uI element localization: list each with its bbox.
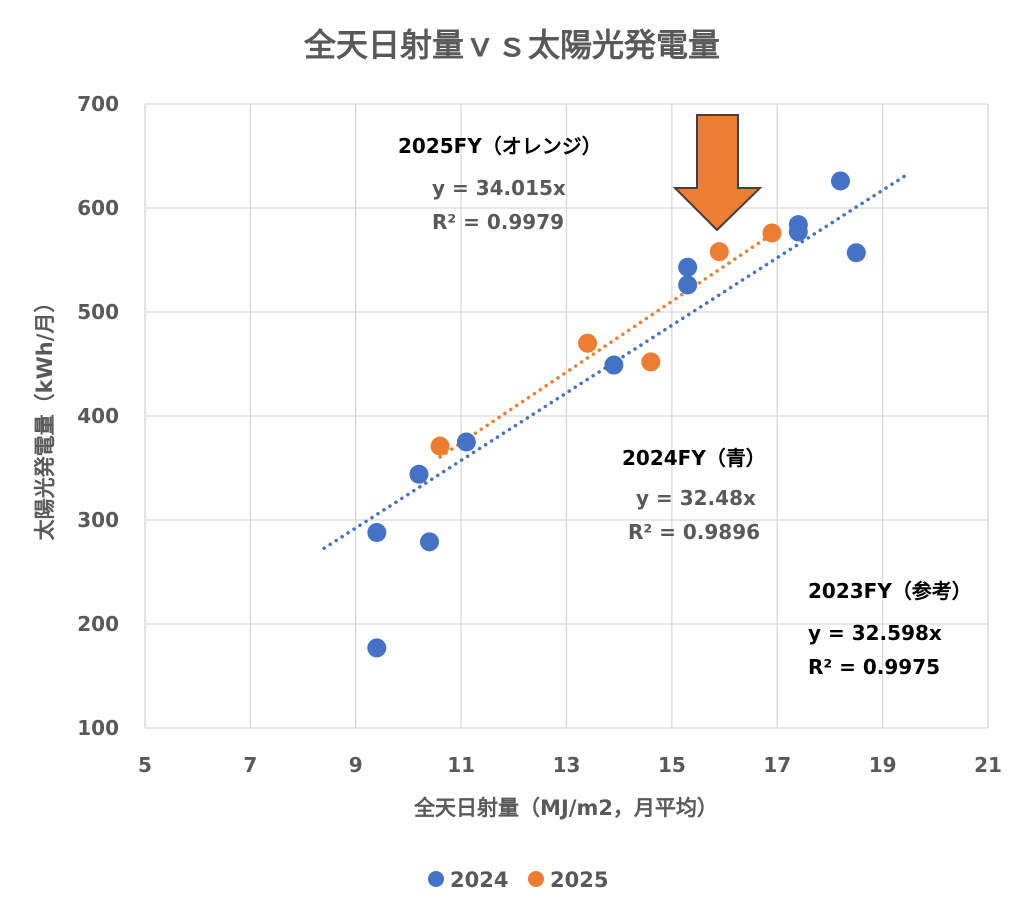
legend-marker-2024 xyxy=(428,871,444,887)
data-point-2024 xyxy=(367,638,387,658)
data-point-2024 xyxy=(409,464,429,484)
tick-labels: 5 7 9 11 13 15 17 19 21 100 200 300 400 500 600 700 xyxy=(77,92,1002,777)
data-point-2024 xyxy=(678,257,698,277)
data-point-2024 xyxy=(678,275,698,295)
legend-item-2024: 2024 xyxy=(428,868,508,892)
data-point-2025 xyxy=(578,333,598,353)
annotation-2023-r2: R² = 0.9975 xyxy=(808,655,940,679)
x-tick-label: 17 xyxy=(763,753,791,777)
data-point-2024 xyxy=(420,532,440,552)
annotation-2025: 2025FY（オレンジ） y = 34.015x R² = 0.9979 xyxy=(398,134,602,234)
data-point-2024 xyxy=(788,215,808,235)
data-point-2024 xyxy=(830,171,850,191)
annotation-2025-equation: y = 34.015x xyxy=(432,176,566,200)
legend-item-2025: 2025 xyxy=(528,868,608,892)
data-point-2024 xyxy=(456,432,476,452)
x-tick-label: 15 xyxy=(658,753,686,777)
y-tick-label: 200 xyxy=(77,612,119,636)
data-points xyxy=(367,171,866,658)
annotation-2025-r2: R² = 0.9979 xyxy=(432,210,564,234)
annotation-2023-equation: y = 32.598x xyxy=(808,621,942,645)
annotation-2023: 2023FY（参考） y = 32.598x R² = 0.9975 xyxy=(808,579,972,679)
chart-title: 全天日射量ｖｓ太陽光発電量 xyxy=(303,26,720,64)
y-tick-label: 500 xyxy=(77,300,119,324)
y-tick-label: 100 xyxy=(77,716,119,740)
x-axis-label: 全天日射量（MJ/m2，月平均） xyxy=(413,796,718,820)
annotation-2023-title: 2023FY（参考） xyxy=(808,579,972,603)
data-point-2024 xyxy=(604,355,624,375)
annotation-2025-title: 2025FY（オレンジ） xyxy=(398,134,602,158)
legend-label-2024: 2024 xyxy=(450,868,508,892)
y-tick-label: 600 xyxy=(77,196,119,220)
legend-label-2025: 2025 xyxy=(550,868,608,892)
trendline-2025 xyxy=(438,232,774,459)
annotation-2024-r2: R² = 0.9896 xyxy=(628,520,760,544)
legend: 2024 2025 xyxy=(428,868,608,892)
x-tick-label: 5 xyxy=(138,753,152,777)
data-point-2025 xyxy=(641,352,661,372)
x-tick-label: 13 xyxy=(553,753,581,777)
y-tick-label: 700 xyxy=(77,92,119,116)
x-tick-label: 11 xyxy=(447,753,475,777)
annotation-2024-equation: y = 32.48x xyxy=(636,486,756,510)
data-point-2024 xyxy=(367,522,387,542)
data-point-2025 xyxy=(709,242,729,262)
x-tick-label: 19 xyxy=(869,753,897,777)
annotation-2024: 2024FY（青） y = 32.48x R² = 0.9896 xyxy=(622,446,766,544)
y-tick-label: 400 xyxy=(77,404,119,428)
data-point-2025 xyxy=(762,223,782,243)
y-axis-label: 太陽光発電量（kWh/月） xyxy=(33,292,57,541)
x-tick-label: 7 xyxy=(243,753,257,777)
data-point-2024 xyxy=(846,243,866,263)
annotation-2024-title: 2024FY（青） xyxy=(622,446,766,470)
x-tick-label: 9 xyxy=(349,753,363,777)
y-tick-label: 300 xyxy=(77,508,119,532)
down-arrow-icon xyxy=(672,114,763,232)
data-point-2025 xyxy=(430,436,450,456)
legend-marker-2025 xyxy=(528,871,544,887)
grid-lines xyxy=(144,103,989,729)
x-tick-label: 21 xyxy=(974,753,1002,777)
